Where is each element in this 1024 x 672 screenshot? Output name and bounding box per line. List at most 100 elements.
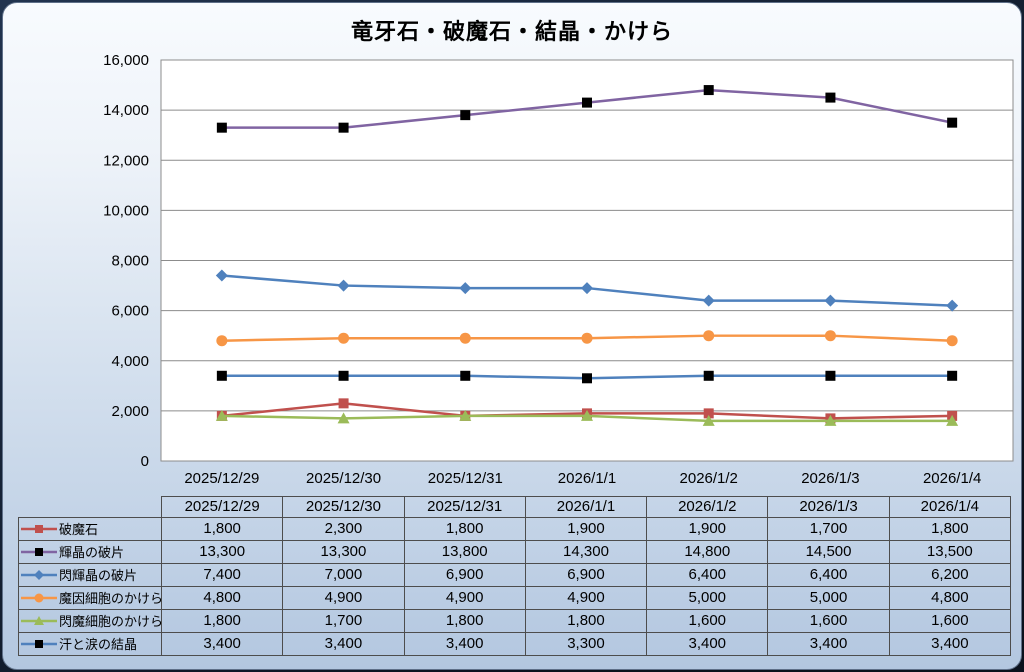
table-header-date: 2026/1/3 [767, 496, 890, 518]
series-line [215, 269, 959, 312]
table-value-cell: 1,600 [767, 608, 890, 633]
marker-diamond-icon [702, 294, 715, 307]
table-corner-cell [19, 497, 162, 518]
table-value-cell: 1,800 [403, 608, 526, 633]
marker-square-icon [825, 92, 836, 103]
table-value-cell: 7,400 [160, 562, 284, 587]
table-row: 閃輝晶の破片 7,400 7,000 6,900 6,900 6,400 6,400 6,20… [18, 562, 1012, 587]
marker-diamond-icon [215, 269, 228, 282]
data-table: 2025/12/29 2025/12/30 2025/12/31 2026/1/1 20… [18, 496, 1012, 657]
y-tick-label: 12,000 [103, 152, 149, 169]
marker-diamond-icon [824, 294, 837, 307]
line-chart: 0 2,000 4,000 6,000 8,000 10,000 12,000 14,000 1… [103, 52, 1014, 487]
marker-circle-icon [338, 332, 350, 344]
table-value-cell: 1,800 [160, 608, 284, 633]
table-header-date: 2025/12/30 [282, 496, 405, 518]
series-legend-cell: 閃魔細胞のかけら [18, 608, 162, 633]
marker-square-icon [703, 85, 714, 96]
table-value-cell: 1,800 [403, 516, 526, 541]
table-value-cell: 13,300 [160, 539, 284, 564]
table-value-cell: 13,500 [888, 539, 1012, 564]
marker-diamond-icon [34, 569, 44, 580]
table-value-cell: 14,800 [646, 539, 769, 564]
marker-diamond-icon [946, 299, 959, 312]
y-tick-label: 6,000 [111, 303, 149, 320]
table-row: 破魔石 1,800 2,300 1,800 1,900 1,900 1,700 1,800 [18, 516, 1012, 541]
marker-triangle-icon [459, 409, 472, 421]
marker-square-icon [216, 122, 227, 133]
table-value-cell: 4,800 [888, 585, 1012, 610]
x-tick-label: 2025/12/29 [184, 470, 259, 487]
table-value-cell: 1,700 [282, 608, 405, 633]
marker-triangle-icon [215, 409, 228, 421]
table-row: 汗と涙の結晶 3,400 3,400 3,400 3,300 3,400 3,400 3,40… [18, 631, 1012, 657]
series-line [216, 330, 958, 347]
marker-square-icon [338, 370, 349, 381]
marker-triangle-icon [34, 615, 44, 625]
series-legend-cell: 輝晶の破片 [18, 539, 162, 564]
x-tick-label: 2026/1/3 [801, 470, 859, 487]
table-value-cell: 2,300 [282, 516, 405, 541]
y-tick-label: 2,000 [111, 403, 149, 420]
marker-square-icon [582, 373, 592, 384]
table-header-date: 2026/1/2 [646, 496, 769, 518]
table-value-cell: 3,400 [160, 631, 284, 657]
x-tick-label: 2026/1/2 [680, 470, 738, 487]
x-tick-label: 2025/12/31 [428, 470, 503, 487]
series-name: 破魔石 [59, 522, 99, 538]
series-line [216, 370, 958, 384]
table-row: 輝晶の破片 13,300 13,300 13,800 14,300 14,800 14,50… [18, 539, 1012, 564]
marker-diamond-icon [459, 282, 472, 295]
x-tick-label: 2025/12/30 [306, 470, 381, 487]
table-value-cell: 1,800 [524, 608, 648, 633]
marker-circle-icon [216, 335, 228, 347]
marker-square-icon [460, 110, 471, 121]
marker-square-icon [703, 408, 714, 419]
table-value-cell: 4,800 [160, 585, 284, 610]
marker-square-icon [216, 370, 227, 381]
marker-triangle-icon [581, 409, 593, 421]
table-value-cell: 4,900 [403, 585, 526, 610]
table-value-cell: 6,200 [888, 562, 1012, 587]
legend-marker-icon [21, 615, 57, 625]
series-name: 閃輝晶の破片 [59, 568, 138, 584]
marker-circle-icon [581, 332, 593, 344]
table-value-cell: 4,900 [282, 585, 405, 610]
table-value-cell: 4,900 [524, 585, 648, 610]
marker-triangle-icon [337, 412, 350, 424]
table-value-cell: 1,800 [160, 516, 284, 541]
series-legend-cell: 閃輝晶の破片 [18, 562, 162, 587]
chart-title: 竜牙石・破魔石・結晶・かけら [350, 19, 673, 44]
series-legend-cell: 破魔石 [18, 516, 162, 541]
legend-marker-icon [21, 547, 57, 556]
x-tick-label: 2026/1/4 [923, 470, 981, 487]
marker-triangle-icon [946, 414, 959, 426]
marker-square-icon [35, 524, 43, 533]
table-value-cell: 13,300 [282, 539, 405, 564]
series-line [216, 85, 958, 133]
series-name: 閃魔細胞のかけら [59, 614, 162, 630]
marker-square-icon [947, 117, 958, 128]
series-legend-cell: 汗と涙の結晶 [18, 631, 162, 657]
table-header-date: 2026/1/1 [524, 496, 648, 518]
marker-square-icon [825, 370, 836, 381]
marker-square-icon [35, 639, 43, 648]
table-value-cell: 1,900 [646, 516, 769, 541]
table-header-date: 2025/12/29 [160, 496, 284, 518]
table-value-cell: 13,800 [403, 539, 526, 564]
table-value-cell: 6,400 [767, 562, 890, 587]
table-value-cell: 3,400 [282, 631, 405, 657]
y-tick-label: 8,000 [111, 253, 149, 270]
table-value-cell: 6,900 [403, 562, 526, 587]
table-value-cell: 3,300 [524, 631, 648, 657]
table-header-date: 2025/12/31 [403, 496, 526, 518]
legend-marker-icon [21, 593, 57, 603]
series-legend-cell: 魔因細胞のかけら [18, 585, 162, 610]
table-value-cell: 1,800 [888, 516, 1012, 541]
marker-square-icon [582, 97, 592, 108]
table-row: 閃魔細胞のかけら 1,800 1,700 1,800 1,800 1,600 1,600 1,… [18, 608, 1012, 633]
y-tick-label: 4,000 [111, 353, 149, 370]
table-value-cell: 1,900 [524, 516, 648, 541]
y-tick-label: 10,000 [103, 202, 149, 219]
